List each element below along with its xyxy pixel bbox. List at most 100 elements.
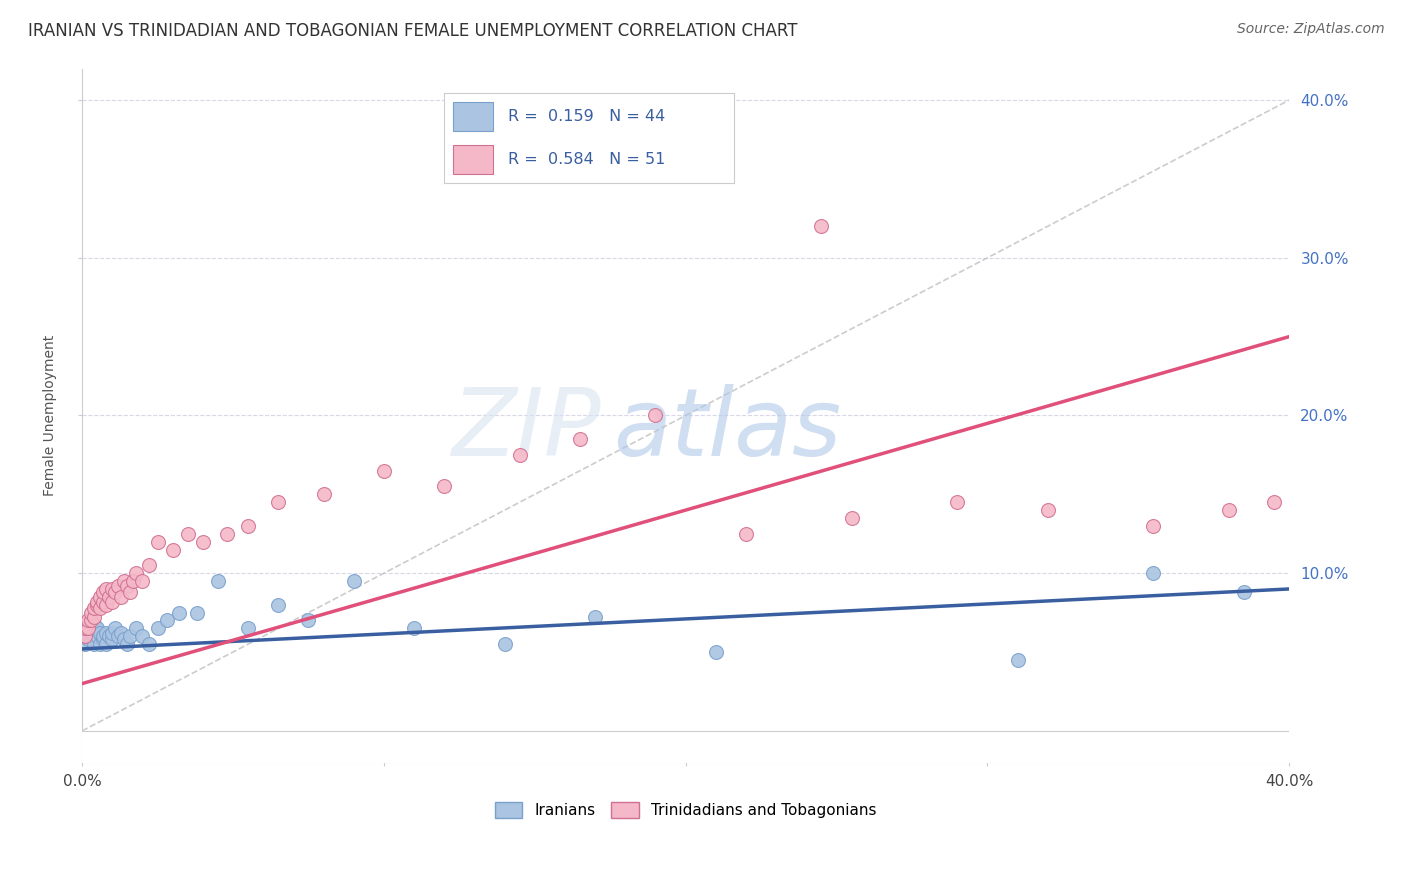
Point (494, 637, 516, 651)
Point (107, 579, 129, 593)
Point (80, 626, 103, 640)
Point (91, 585, 114, 599)
Point (120, 629, 142, 643)
Point (91, 632, 114, 647)
Point (125, 566, 148, 581)
Point (86, 621, 108, 635)
Point (83, 637, 105, 651)
Point (343, 574, 366, 588)
Point (267, 598, 290, 612)
Point (107, 629, 129, 643)
Point (236, 519, 259, 533)
Point (101, 626, 124, 640)
Point (1142, 566, 1164, 581)
Point (1218, 503, 1240, 517)
Point (1233, 585, 1256, 599)
Point (77, 614, 100, 628)
Point (89, 626, 111, 640)
Point (125, 621, 148, 635)
Point (96, 582, 118, 596)
Text: atlas: atlas (613, 384, 841, 475)
Point (112, 574, 135, 588)
Point (373, 464, 395, 478)
Point (297, 614, 319, 628)
Point (946, 495, 969, 509)
Point (146, 621, 169, 635)
Text: IRANIAN VS TRINIDADIAN AND TOBAGONIAN FEMALE UNEMPLOYMENT CORRELATION CHART: IRANIAN VS TRINIDADIAN AND TOBAGONIAN FE… (28, 22, 797, 40)
Point (1142, 519, 1164, 533)
Point (841, 511, 863, 525)
Text: Source: ZipAtlas.com: Source: ZipAtlas.com (1237, 22, 1385, 37)
Point (77, 629, 100, 643)
Point (583, 610, 606, 624)
Point (77, 632, 100, 647)
Point (104, 585, 127, 599)
Point (96, 637, 118, 651)
Point (138, 637, 160, 651)
Point (267, 495, 290, 509)
Point (89, 637, 111, 651)
Point (89, 600, 111, 615)
Point (509, 448, 531, 462)
Point (131, 629, 153, 643)
Point (1007, 653, 1029, 667)
Point (156, 614, 179, 628)
Point (98, 629, 121, 643)
Point (1097, 731, 1119, 746)
Y-axis label: Female Unemployment: Female Unemployment (44, 334, 58, 496)
Point (131, 574, 153, 588)
Point (644, 409, 666, 423)
Legend: Iranians, Trinidadians and Tobagonians: Iranians, Trinidadians and Tobagonians (489, 796, 883, 824)
Point (177, 526, 200, 541)
Point (91, 594, 114, 608)
Point (433, 479, 456, 493)
Point (569, 432, 592, 446)
Point (122, 574, 145, 588)
Point (825, 739, 848, 754)
Point (117, 637, 139, 651)
Point (77, 621, 100, 635)
Point (86, 594, 108, 608)
Point (104, 621, 127, 635)
Point (404, 621, 426, 635)
Point (236, 621, 259, 635)
Point (86, 629, 108, 643)
Point (162, 542, 184, 557)
Point (96, 598, 118, 612)
Point (83, 600, 105, 615)
Point (101, 632, 124, 647)
Point (117, 579, 139, 593)
Point (138, 558, 160, 573)
Point (1173, 739, 1195, 754)
Point (312, 487, 335, 501)
Point (735, 526, 758, 541)
Point (86, 598, 108, 612)
Point (810, 219, 832, 234)
Point (101, 594, 124, 608)
Point (215, 526, 238, 541)
Point (83, 616, 105, 631)
Point (1263, 495, 1285, 509)
Point (101, 582, 124, 596)
Point (75, 637, 97, 651)
Text: ZIP: ZIP (451, 384, 602, 475)
Point (191, 534, 214, 549)
Point (83, 610, 105, 624)
Point (120, 585, 142, 599)
Point (207, 574, 229, 588)
Point (110, 590, 132, 604)
Point (89, 590, 111, 604)
Point (110, 626, 132, 640)
Point (146, 534, 169, 549)
Point (91, 629, 114, 643)
Point (80, 614, 103, 628)
Point (167, 606, 190, 620)
Point (80, 606, 103, 620)
Point (186, 606, 208, 620)
Point (80, 621, 103, 635)
Point (112, 632, 135, 647)
Point (96, 626, 118, 640)
Point (98, 590, 121, 604)
Point (75, 621, 97, 635)
Point (704, 645, 727, 659)
